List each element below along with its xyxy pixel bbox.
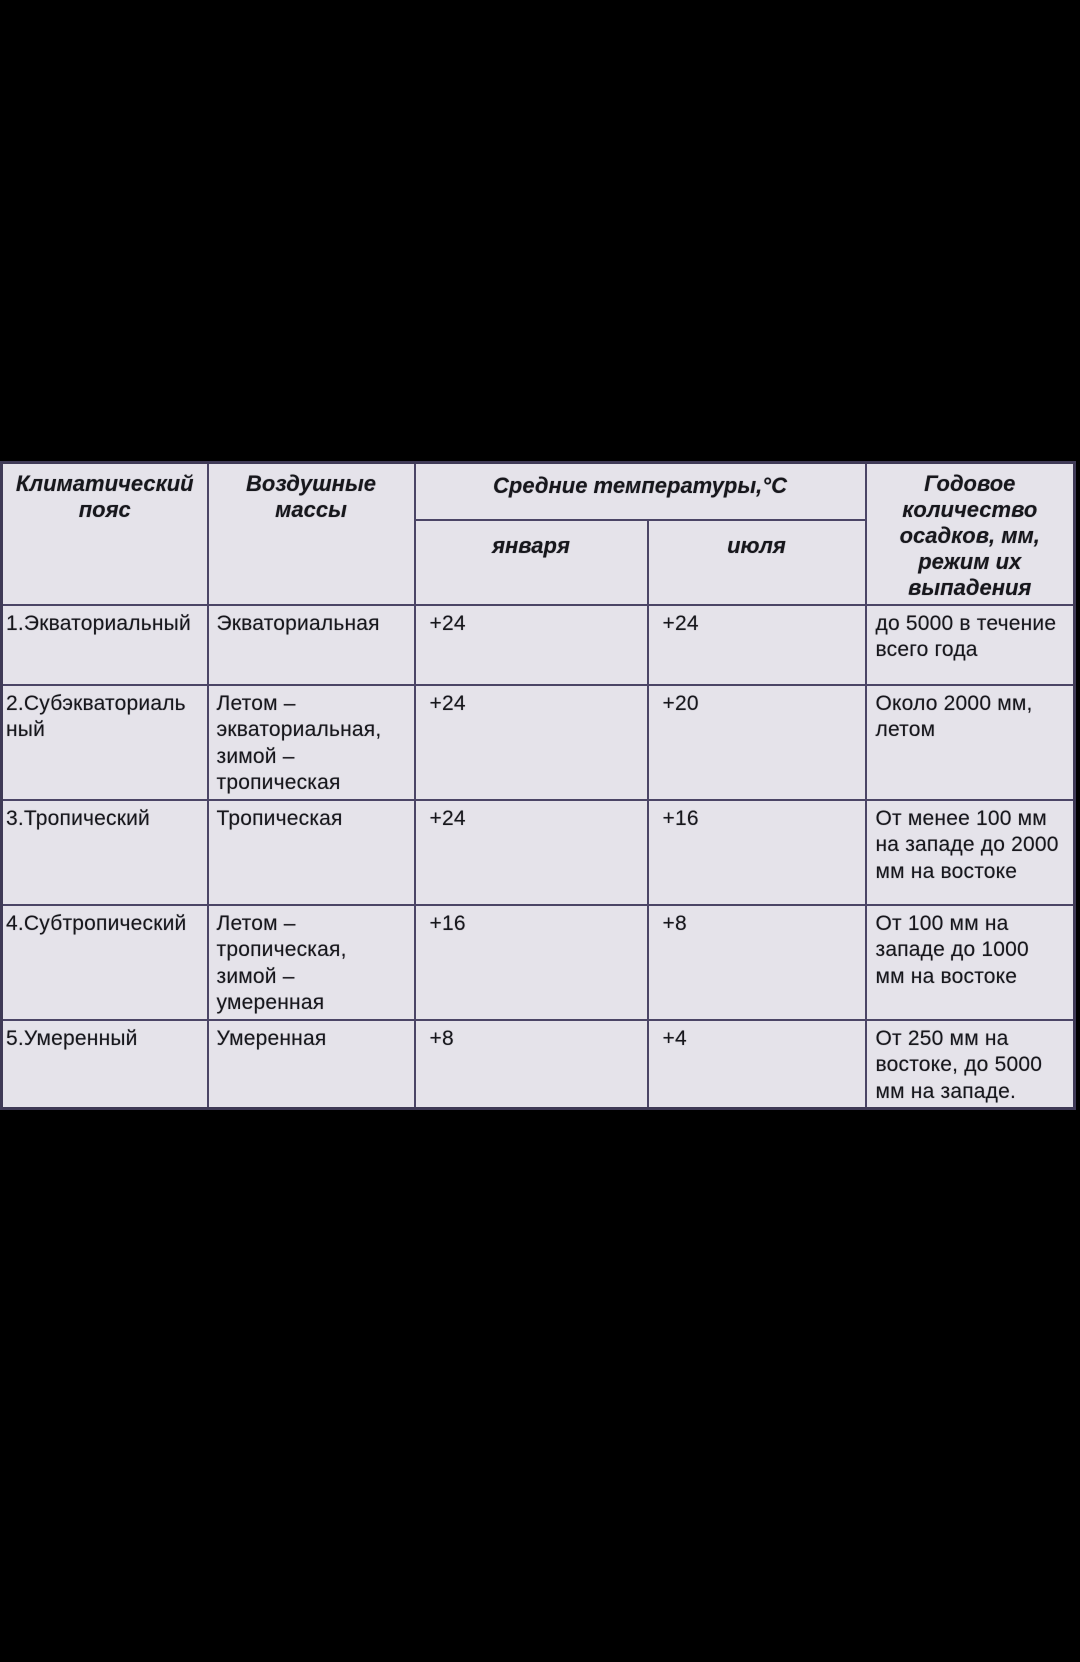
january-temp-cell: +16 xyxy=(413,903,649,1021)
header-july: июля xyxy=(646,518,867,606)
header-climate-zone: Климатический пояс xyxy=(0,461,209,606)
header-january: января xyxy=(413,518,649,606)
air-masses-cell: Летом – экваториальная, зимой – тропичес… xyxy=(206,683,416,801)
air-masses-cell: Экваториальная xyxy=(206,603,416,686)
air-masses-cell: Тропическая xyxy=(206,798,416,906)
precipitation-cell: От 100 мм на западе до 1000 мм на восток… xyxy=(864,903,1076,1021)
january-temp-cell: +24 xyxy=(413,683,649,801)
air-masses-cell: Летом – тропическая, зимой – умеренная xyxy=(206,903,416,1021)
table-row: 3.Тропический Тропическая +24 +16 От мен… xyxy=(0,798,1076,906)
precipitation-cell: до 5000 в течение всего года xyxy=(864,603,1076,686)
air-masses-cell: Умеренная xyxy=(206,1018,416,1110)
july-temp-cell: +4 xyxy=(646,1018,867,1110)
zone-cell: 5.Умеренный xyxy=(0,1018,209,1110)
zone-cell: 2.Субэкваториаль ный xyxy=(0,683,209,801)
table-row: 2.Субэкваториаль ный Летом – экваториаль… xyxy=(0,683,1076,801)
zone-cell: 1.Экваториальный xyxy=(0,603,209,686)
climate-table: Климатический пояс Воздушные массы Средн… xyxy=(0,461,1076,1110)
precipitation-cell: От 250 мм на востоке, до 5000 мм на запа… xyxy=(864,1018,1076,1110)
july-temp-cell: +20 xyxy=(646,683,867,801)
climate-table-container: Климатический пояс Воздушные массы Средн… xyxy=(0,461,1076,1110)
january-temp-cell: +8 xyxy=(413,1018,649,1110)
table-row: 1.Экваториальный Экваториальная +24 +24 … xyxy=(0,603,1076,686)
july-temp-cell: +24 xyxy=(646,603,867,686)
header-row-main: Климатический пояс Воздушные массы Средн… xyxy=(0,461,1076,606)
january-temp-cell: +24 xyxy=(413,798,649,906)
july-temp-cell: +8 xyxy=(646,903,867,1021)
table-row: 5.Умеренный Умеренная +8 +4 От 250 мм на… xyxy=(0,1018,1076,1110)
precipitation-cell: Около 2000 мм, летом xyxy=(864,683,1076,801)
header-row-sub: января июля xyxy=(2,518,1075,606)
header-air-masses: Воздушные массы xyxy=(206,461,416,606)
precipitation-cell: От менее 100 мм на западе до 2000 мм на … xyxy=(864,798,1076,906)
zone-cell: 3.Тропический xyxy=(0,798,209,906)
january-temp-cell: +24 xyxy=(413,603,649,686)
header-average-temperatures: Средние температуры,°С xyxy=(413,461,867,521)
header-annual-precipitation: Годовое количество осадков, мм, режим их… xyxy=(864,461,1076,606)
july-temp-cell: +16 xyxy=(646,798,867,906)
table-row: 4.Субтропический Летом – тропическая, зи… xyxy=(0,903,1076,1021)
zone-cell: 4.Субтропический xyxy=(0,903,209,1021)
